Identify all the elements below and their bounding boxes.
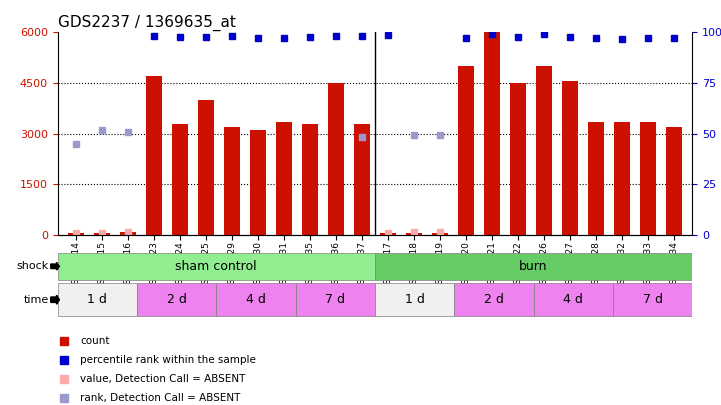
Bar <box>58 253 375 280</box>
Bar <box>198 100 213 235</box>
Bar <box>58 284 137 316</box>
Text: shock: shock <box>17 261 49 271</box>
Text: 7 d: 7 d <box>325 293 345 306</box>
Bar <box>454 284 534 316</box>
Bar <box>250 130 266 235</box>
Bar <box>296 284 375 316</box>
Bar <box>68 233 84 235</box>
Bar <box>354 124 370 235</box>
Text: 4 d: 4 d <box>563 293 583 306</box>
Bar <box>534 284 613 316</box>
Bar <box>328 83 344 235</box>
Bar <box>375 284 454 316</box>
Text: GDS2237 / 1369635_at: GDS2237 / 1369635_at <box>58 15 236 31</box>
Bar <box>380 233 396 235</box>
Bar <box>137 284 216 316</box>
Bar <box>562 81 578 235</box>
Bar <box>94 233 110 235</box>
Text: 4 d: 4 d <box>246 293 266 306</box>
Text: burn: burn <box>519 260 548 273</box>
Bar <box>432 233 448 235</box>
Bar <box>216 284 296 316</box>
Bar <box>375 253 692 280</box>
Bar <box>120 232 136 235</box>
Text: value, Detection Call = ABSENT: value, Detection Call = ABSENT <box>80 374 245 384</box>
Bar <box>302 124 318 235</box>
Bar <box>588 122 603 235</box>
Bar <box>146 76 162 235</box>
Text: 1 d: 1 d <box>87 293 107 306</box>
Bar <box>614 122 629 235</box>
Bar <box>640 122 656 235</box>
Text: time: time <box>24 295 49 305</box>
Text: 2 d: 2 d <box>484 293 504 306</box>
Bar <box>458 66 474 235</box>
Bar <box>536 66 552 235</box>
Bar <box>276 122 292 235</box>
Text: 2 d: 2 d <box>167 293 187 306</box>
Bar <box>484 32 500 235</box>
Bar <box>666 127 682 235</box>
Bar <box>224 127 239 235</box>
Text: count: count <box>80 336 110 346</box>
Bar <box>613 284 692 316</box>
Text: percentile rank within the sample: percentile rank within the sample <box>80 355 256 365</box>
Text: 7 d: 7 d <box>642 293 663 306</box>
Text: rank, Detection Call = ABSENT: rank, Detection Call = ABSENT <box>80 393 240 403</box>
Bar <box>510 83 526 235</box>
FancyArrow shape <box>50 262 59 270</box>
Bar <box>172 124 187 235</box>
Text: 1 d: 1 d <box>404 293 425 306</box>
FancyArrow shape <box>50 295 59 304</box>
Text: sham control: sham control <box>175 260 257 273</box>
Bar <box>406 233 422 235</box>
